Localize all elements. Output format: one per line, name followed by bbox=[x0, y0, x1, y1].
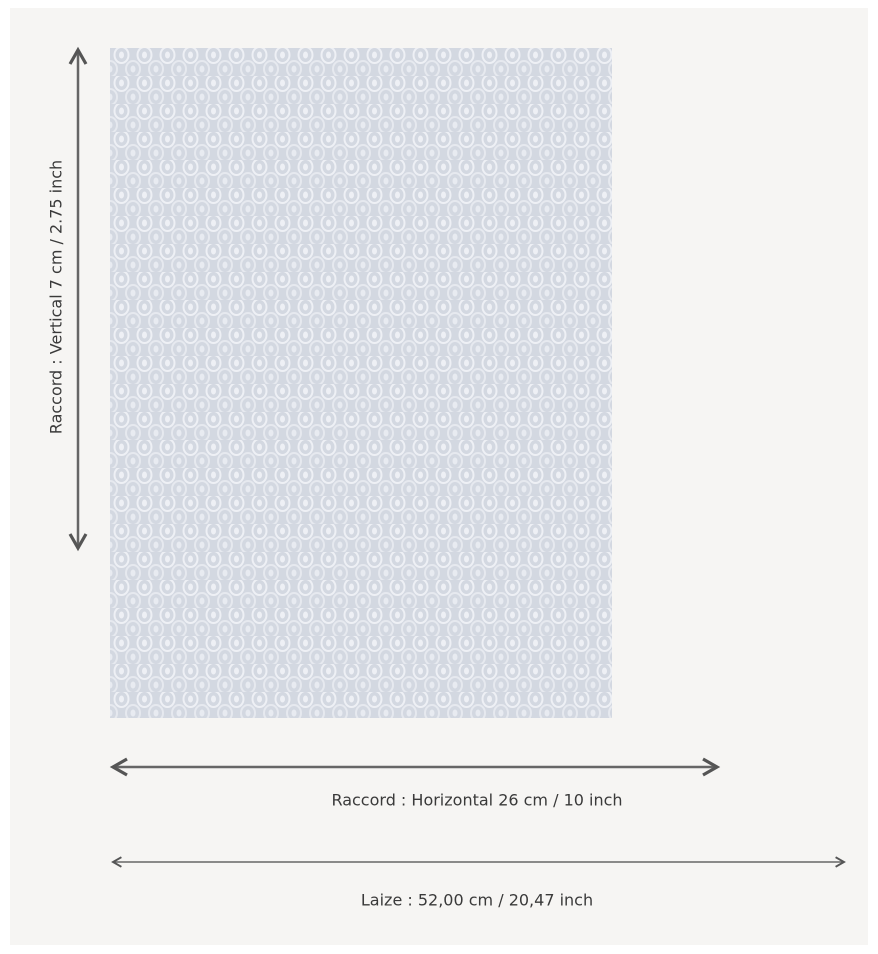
width-label: Laize : 52,00 cm / 20,47 inch bbox=[361, 891, 593, 910]
vertical-repeat-label: Raccord : Vertical 7 cm / 2.75 inch bbox=[47, 160, 66, 434]
horizontal-repeat-label: Raccord : Horizontal 26 cm / 10 inch bbox=[331, 791, 622, 810]
wallpaper-sample bbox=[110, 48, 612, 718]
